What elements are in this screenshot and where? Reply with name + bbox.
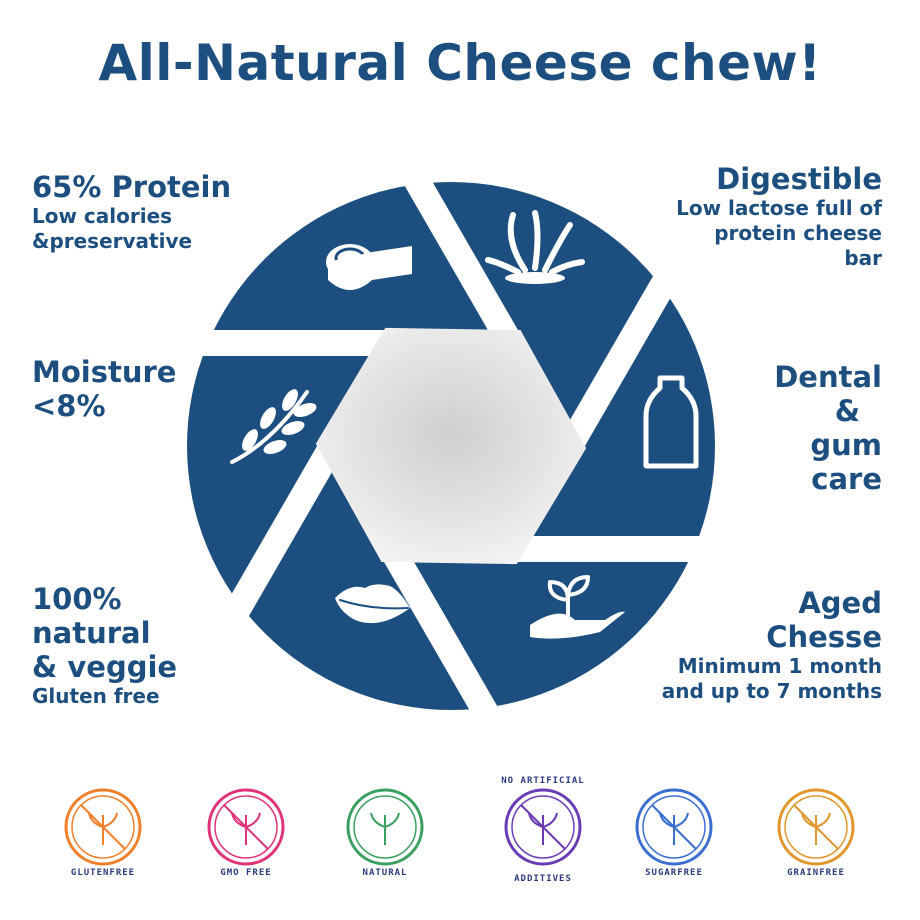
feature-heading: Dental (774, 360, 882, 394)
feature-heading: natural (32, 616, 151, 650)
measuring-tape-icon (326, 244, 412, 290)
feature-heading: Aged (798, 586, 882, 620)
feature-sub: protein cheese (714, 221, 882, 245)
wheat-crossed-icon (64, 788, 142, 866)
leaf-branch-icon (230, 389, 317, 464)
feature-sub: and up to 7 months (661, 679, 882, 703)
feature-sub: &preservative (32, 229, 193, 253)
badge-label: SUGARFREE (645, 868, 703, 878)
feature-natural: 100% natural & veggie Gluten free (32, 582, 177, 709)
feature-sub: Gluten free (32, 684, 160, 708)
feature-heading: <8% (32, 389, 106, 423)
feature-heading: Moisture (32, 355, 177, 389)
badge-label-top: NO ARTIFICIAL (501, 776, 585, 786)
feature-sub: Low lactose full of (676, 196, 882, 220)
feature-heading: & (834, 394, 860, 428)
feature-protein: 65% Protein Low calories &preservative (32, 170, 231, 254)
feature-heading: 65% Protein (32, 170, 232, 204)
feature-dental: Dental & gum care (774, 360, 882, 496)
milk-splash-icon (485, 210, 585, 284)
feature-sub: Minimum 1 month (677, 654, 882, 678)
badge-label: ADDITIVES (514, 874, 572, 884)
feature-digestible: Digestible Low lactose full of protein c… (676, 162, 882, 271)
feature-heading: 100% (32, 582, 122, 616)
sugar-cube-crossed-icon (635, 788, 713, 866)
badge-label: GRAINFREE (787, 868, 845, 878)
sprout-icon (346, 788, 424, 866)
page-title: All-Natural Cheese chew! (98, 34, 822, 92)
lips-icon (335, 584, 410, 624)
test-tube-crossed-icon (504, 788, 582, 866)
milk-bottle-icon (643, 375, 699, 469)
flask-crossed-icon (207, 788, 285, 866)
feature-moisture: Moisture <8% (32, 355, 176, 423)
feature-sub: Low calories (32, 204, 173, 228)
feature-aged: Aged Chesse Minimum 1 month and up to 7 … (662, 586, 882, 704)
feature-heading: Chesse (766, 620, 882, 654)
feature-heading: care (811, 462, 882, 496)
feature-sub: bar (844, 246, 882, 270)
feature-heading: & veggie (32, 650, 178, 684)
feature-heading: gum (810, 428, 882, 462)
badge-label: GLUTENFREE (70, 868, 136, 878)
center-photo (315, 327, 587, 565)
grain-crossed-icon (777, 788, 855, 866)
badge-label: GMO FREE (220, 868, 272, 878)
badge-label: NATURAL (362, 868, 408, 878)
feature-heading: Digestible (716, 162, 882, 196)
hand-plant-icon (530, 575, 625, 639)
